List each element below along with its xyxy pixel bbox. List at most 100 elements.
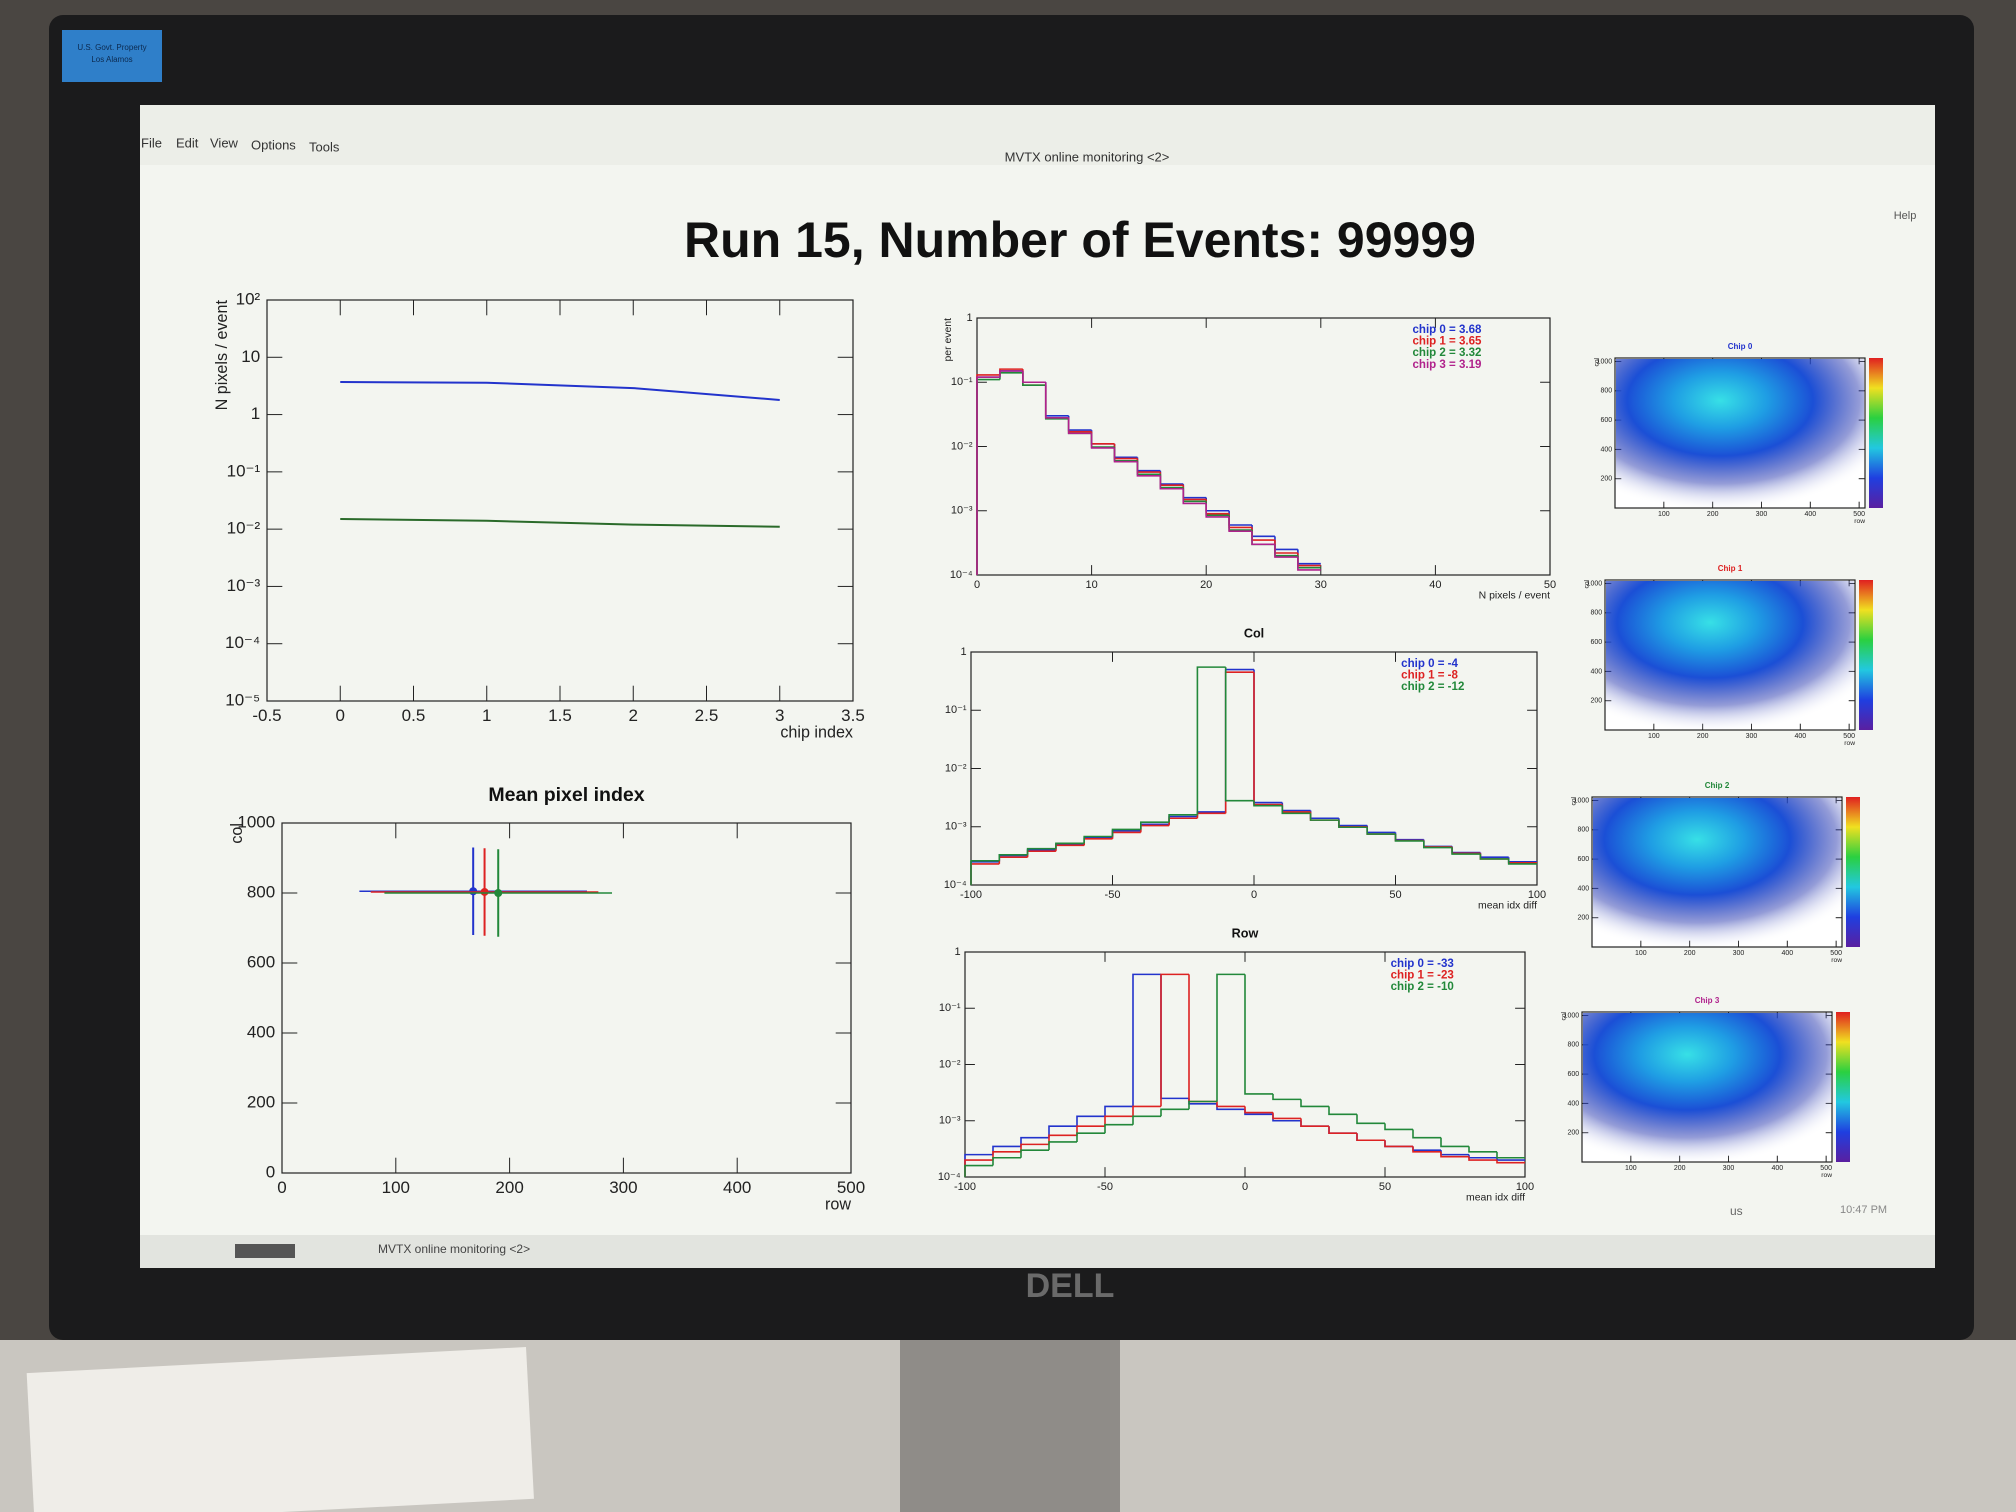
y-tick-label: 800 xyxy=(1601,388,1613,395)
histogram-bin xyxy=(1104,1115,1133,1127)
y-tick-label: 200 xyxy=(247,1092,275,1111)
y-tick-label: 800 xyxy=(247,882,275,901)
y-tick-label: 400 xyxy=(1591,668,1603,675)
x-tick-label: 200 xyxy=(1697,733,1709,740)
x-tick-label: 30 xyxy=(1315,579,1327,591)
histogram-bin xyxy=(1160,1108,1189,1117)
histogram-bin xyxy=(1228,516,1253,533)
x-tick-label: -100 xyxy=(960,889,982,901)
menu-item[interactable]: Tools xyxy=(309,139,340,154)
histogram-bin xyxy=(1168,814,1198,823)
sticker xyxy=(62,30,162,82)
color-palette xyxy=(1836,1012,1850,1162)
x-tick-label: 1.5 xyxy=(548,706,572,725)
histogram-bin xyxy=(1216,1101,1245,1108)
histogram-bin xyxy=(1253,800,1283,807)
y-tick-label: 400 xyxy=(1601,446,1613,453)
keyboard-layout[interactable]: us xyxy=(1730,1204,1743,1218)
x-tick-label: 200 xyxy=(1674,1165,1686,1172)
clock: 10:47 PM xyxy=(1840,1204,1887,1216)
y-tick-label: 10⁻² xyxy=(945,762,967,774)
legend-entry: chip 0 = 3.68 xyxy=(1412,324,1482,336)
y-tick-label: 10⁻³ xyxy=(227,576,261,595)
x-tick-label: 3 xyxy=(775,706,784,725)
x-tick-label: 10 xyxy=(1085,579,1097,591)
histogram-bin xyxy=(1159,475,1184,490)
help-menu[interactable]: Help xyxy=(1894,210,1917,222)
x-tick-label: 200 xyxy=(495,1178,523,1197)
histogram-bin xyxy=(1309,813,1339,821)
histogram-bin xyxy=(1272,1112,1301,1120)
legend-entry: chip 2 = -10 xyxy=(1391,981,1454,993)
x-tick-label: 50 xyxy=(1389,889,1401,901)
menu-item[interactable]: Edit xyxy=(176,135,199,150)
x-tick-label: -0.5 xyxy=(252,706,281,725)
y-tick-label: 10⁻¹ xyxy=(945,704,967,716)
y-axis-label: col xyxy=(1571,796,1578,805)
series-line xyxy=(340,381,780,401)
x-tick-label: 500 xyxy=(1830,950,1842,957)
histogram-bin xyxy=(1111,828,1141,837)
y-tick-label: 10⁻² xyxy=(227,519,261,538)
y-tick-label: 10⁻⁴ xyxy=(950,569,973,581)
menu-item[interactable]: View xyxy=(210,135,239,150)
histogram-bin xyxy=(1244,1106,1273,1114)
x-tick-label: 300 xyxy=(609,1178,637,1197)
histogram-bin xyxy=(1507,858,1537,865)
x-tick-label: 500 xyxy=(1853,511,1865,518)
histogram-bin xyxy=(1076,1115,1105,1127)
y-tick-label: 10⁻³ xyxy=(939,1115,961,1127)
y-tick-label: 0 xyxy=(266,1162,275,1181)
histogram-bin xyxy=(1300,1118,1329,1127)
y-axis-label: col xyxy=(1584,579,1591,588)
y-tick-label: 10⁻² xyxy=(951,440,973,452)
x-tick-label: 400 xyxy=(1794,733,1806,740)
sticker-text: Los Alamos xyxy=(91,55,132,64)
histogram-bin xyxy=(1182,488,1207,505)
y-tick-label: 1 xyxy=(954,946,960,958)
histogram-bin xyxy=(1468,1156,1497,1161)
x-axis-label: mean idx diff xyxy=(1466,1193,1525,1204)
histogram-bin xyxy=(1251,531,1275,546)
y-tick-label: 1 xyxy=(960,646,966,658)
histogram-bin xyxy=(1394,834,1424,842)
histogram-bin xyxy=(1356,1114,1385,1125)
menu-item[interactable]: File xyxy=(141,135,162,150)
histogram-bin xyxy=(964,1164,993,1177)
histogram-bin xyxy=(1022,370,1046,384)
histogram-bin xyxy=(1338,820,1368,829)
y-tick-label: 10⁻⁴ xyxy=(944,879,967,891)
window-title: MVTX online monitoring <2> xyxy=(1005,149,1170,164)
x-tick-label: 100 xyxy=(1528,889,1546,901)
x-tick-label: 2.5 xyxy=(695,706,719,725)
x-tick-label: 400 xyxy=(1804,511,1816,518)
x-tick-label: 0 xyxy=(277,1178,286,1197)
histogram-bin xyxy=(992,1156,1021,1166)
histogram-bin xyxy=(998,853,1028,861)
x-tick-label: 100 xyxy=(1625,1165,1637,1172)
histogram-bin xyxy=(1048,1125,1077,1138)
y-tick-label: 200 xyxy=(1578,915,1590,922)
x-tick-label: -100 xyxy=(954,1181,976,1193)
legend-entry: chip 2 = -12 xyxy=(1401,681,1464,693)
task-button[interactable]: MVTX online monitoring <2> xyxy=(378,1242,530,1256)
menu-bar xyxy=(140,105,1935,165)
histogram-bin xyxy=(1132,1115,1161,1125)
x-tick-label: 500 xyxy=(1843,733,1855,740)
x-tick-label: 300 xyxy=(1723,1165,1735,1172)
y-tick-label: 800 xyxy=(1591,610,1603,617)
x-axis-label: row xyxy=(825,1196,851,1214)
y-tick-label: 1 xyxy=(251,404,260,423)
y-tick-label: 10⁻³ xyxy=(945,821,967,833)
x-tick-label: 100 xyxy=(1648,733,1660,740)
monitor-stand xyxy=(900,1320,1120,1512)
menu-item[interactable]: Options xyxy=(251,137,296,152)
x-tick-label: 50 xyxy=(1379,1181,1391,1193)
histogram-bin xyxy=(1026,847,1056,855)
histogram-bin xyxy=(1384,1140,1413,1148)
histogram-bin xyxy=(1196,666,1226,815)
legend-entry: chip 1 = -8 xyxy=(1401,670,1458,682)
taskbar xyxy=(140,1235,1935,1268)
histogram-bin xyxy=(1384,1123,1413,1131)
heatmap-body xyxy=(1583,1013,1831,1161)
